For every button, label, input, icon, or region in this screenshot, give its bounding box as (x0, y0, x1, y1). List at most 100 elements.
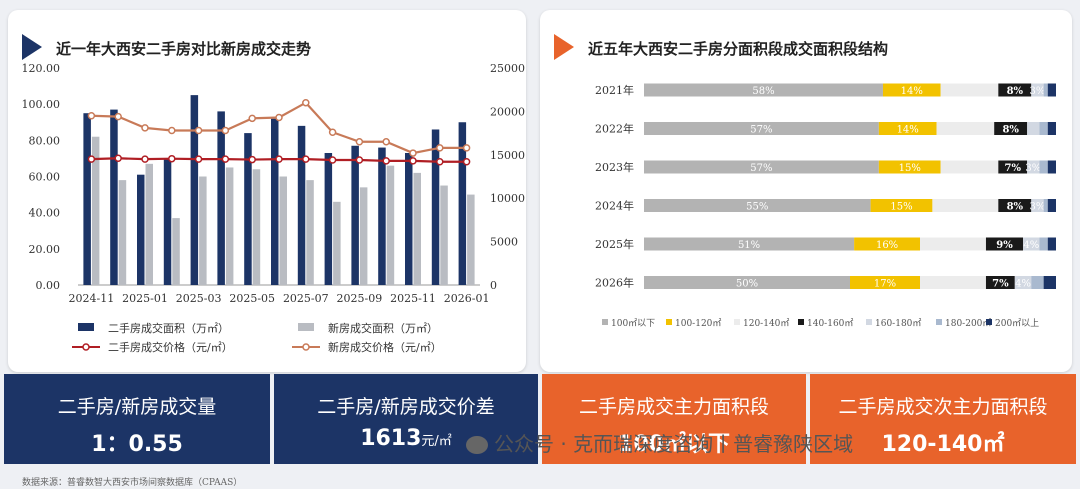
segment-label: 15% (890, 202, 912, 213)
bar-new-house-area (225, 167, 234, 285)
segment-label: 4% (1023, 240, 1039, 251)
x-tick-label: 2025-11 (390, 292, 436, 305)
kpi-card-volume-ratio: 二手房/新房成交量 1：0.55 (4, 374, 270, 464)
legend-swatch (78, 323, 94, 331)
kpi-card-second-area: 二手房成交次主力面积段 120-140㎡ (810, 374, 1076, 464)
segment-label: 57% (750, 125, 772, 136)
price-point (114, 112, 122, 121)
bar-second-hand-area (190, 95, 199, 285)
price-point (221, 155, 230, 163)
legend-swatch (866, 319, 872, 325)
segment-label: 8% (1007, 86, 1024, 97)
x-tick-label: 2025-05 (229, 292, 275, 305)
legend-label: 二手房成交面积（万㎡） (108, 321, 229, 335)
stacked-segment (1039, 160, 1048, 174)
x-tick-label: 2024-11 (69, 292, 115, 305)
legend-label: 200㎡以上 (995, 318, 1039, 329)
segment-label: 9% (996, 240, 1013, 251)
bar-new-house-area (172, 218, 180, 285)
bar-new-house-area (386, 165, 395, 285)
stacked-segment (932, 199, 999, 212)
price-point (462, 144, 471, 152)
triangle-marker-icon (22, 34, 42, 60)
y2-tick-label: 25000 (490, 62, 525, 75)
x-tick-label: 2025-03 (176, 292, 222, 305)
price-point (248, 114, 256, 123)
segment-label: 14% (897, 125, 919, 136)
year-label: 2025年 (595, 237, 634, 251)
bar-second-hand-area (324, 152, 333, 285)
x-tick-label: 2025-09 (337, 292, 383, 305)
y2-tick-label: 10000 (490, 192, 525, 205)
price-point (168, 126, 176, 135)
segment-label: 7% (1005, 163, 1022, 174)
y-tick-label: 0.00 (36, 279, 61, 292)
stacked-segment (1047, 237, 1056, 251)
stacked-segment (1039, 122, 1048, 135)
legend-swatch (986, 319, 992, 325)
year-label: 2021年 (595, 83, 634, 97)
price-point (87, 111, 96, 120)
y2-tick-label: 15000 (490, 149, 525, 162)
legend-swatch (298, 323, 314, 331)
stacked-segment (936, 122, 995, 135)
stacked-segment (1014, 276, 1032, 289)
bar-new-house-area (91, 136, 100, 285)
y-tick-label: 120.00 (22, 62, 61, 75)
legend-label: 160-180㎡ (875, 318, 921, 329)
watermark-text: 公众号 · 克而瑞深度咨询丨普睿豫陕区域 (466, 428, 853, 457)
triangle-marker-icon (554, 34, 574, 60)
stacked-segment (1043, 276, 1056, 289)
stacked-segment (850, 276, 921, 289)
stacked-bar-chart: 2021年 58% 14% 8% 3% 2022年 57% 14% 8% 2023年 57% 15% 7… (595, 83, 1056, 329)
kpi-value: 120-140㎡ (881, 432, 1005, 457)
segment-label: 8% (1007, 202, 1024, 213)
stacked-segment (644, 122, 879, 135)
kpi-value: 1：0.55 (91, 432, 183, 457)
stacked-segment (870, 199, 933, 212)
price-point (409, 149, 417, 157)
stacked-segment (878, 122, 937, 135)
stacked-segment (1043, 199, 1048, 212)
y-tick-label: 60.00 (29, 171, 61, 184)
price-point (194, 155, 203, 163)
segment-label: 51% (738, 240, 760, 251)
legend-label: 新房成交价格（元/㎡） (328, 340, 442, 354)
stacked-segment (644, 83, 883, 97)
kpi-value: 100㎡以下 (618, 432, 730, 457)
price-point (436, 144, 444, 152)
stacked-segment (1031, 276, 1044, 289)
legend-swatch (302, 343, 310, 351)
segment-label: 3% (1030, 202, 1046, 213)
price-point (302, 155, 310, 163)
bar-new-house-area (118, 180, 127, 285)
legend-label: 140-160㎡ (807, 318, 853, 329)
bar-new-house-area (333, 201, 341, 285)
stacked-segment (1043, 83, 1048, 97)
legend-label: 100㎡以下 (611, 318, 655, 329)
data-source-note: 数据来源：普睿数智大西安市场间察数据库（CPAAS） (22, 478, 243, 488)
left-chart-panel: 近一年大西安二手房对比新房成交走势 0.00 20.00 40.00 60.00 80.… (8, 10, 526, 372)
legend-label: 新房成交面积（万㎡） (328, 321, 438, 335)
y-tick-label: 40.00 (29, 207, 61, 220)
price-point (141, 124, 149, 132)
stacked-segment (854, 237, 921, 251)
left-chart-title: 近一年大西安二手房对比新房成交走势 (56, 40, 312, 58)
segment-label: 16% (876, 240, 898, 251)
segment-label: 50% (736, 279, 758, 290)
stacked-segment (920, 276, 986, 289)
price-point (409, 157, 417, 165)
x-tick-label: 2025-01 (122, 292, 168, 305)
segment-label: 3% (1025, 163, 1041, 174)
price-point (114, 154, 122, 163)
stacked-segment (998, 199, 1032, 212)
stacked-segment (1047, 199, 1056, 212)
stacked-segment (878, 160, 941, 174)
bar-second-hand-area (458, 122, 467, 285)
price-point (87, 155, 96, 163)
stacked-segment (882, 83, 941, 97)
segment-label: 57% (750, 163, 772, 174)
segment-label: 58% (752, 86, 774, 97)
stacked-segment (940, 160, 999, 174)
price-point (382, 138, 390, 146)
